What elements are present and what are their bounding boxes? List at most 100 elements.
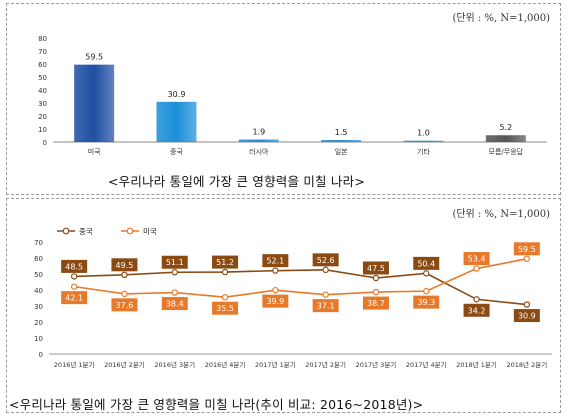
data-label: 38.4 — [166, 300, 184, 309]
data-label: 35.5 — [216, 304, 234, 313]
data-point — [322, 266, 329, 274]
data-label-box — [513, 309, 540, 323]
data-point — [221, 293, 229, 301]
data-label-box — [61, 291, 88, 305]
data-label-box — [111, 298, 138, 312]
bar-value-label: 1.9 — [252, 128, 265, 137]
data-point — [70, 283, 78, 290]
data-label: 51.2 — [216, 258, 234, 267]
data-label-box — [312, 299, 339, 313]
bar-0 — [74, 64, 115, 142]
x-tick-label: 2017년 2분기 — [305, 360, 346, 369]
data-label: 42.1 — [65, 294, 83, 303]
data-label: 47.5 — [367, 264, 385, 273]
x-tick-label: 기타 — [417, 147, 430, 156]
data-label-box — [161, 255, 188, 269]
y-tick-label: 70 — [38, 48, 47, 56]
line-chart-caption: <우리나라 통일에 가장 큰 영향력을 미칠 나라(추이 비교: 2016~20… — [9, 397, 424, 412]
x-tick-label: 중국 — [170, 148, 183, 156]
data-point — [423, 270, 430, 277]
data-label: 37.1 — [317, 302, 335, 311]
data-label: 52.6 — [317, 256, 335, 265]
bar-chart-panel: (단위 : %, N=1,000) 0 10 20 30 40 50 60 70 80 59.5 미… — [6, 3, 561, 195]
data-label: 39.9 — [266, 297, 284, 306]
data-point — [473, 265, 480, 272]
data-point — [221, 268, 229, 276]
data-label-box — [262, 254, 289, 268]
line-chart-unit-note: (단위 : %, N=1,000) — [452, 209, 550, 220]
data-label: 51.1 — [166, 258, 184, 267]
data-label-box — [111, 258, 138, 272]
y-tick-label: 30 — [38, 100, 47, 108]
bar-chart: 0 10 20 30 40 50 60 70 80 59.5 미국 30.9 중국 1.9 러시아 1.5 일본… — [38, 35, 547, 156]
data-label: 30.9 — [518, 312, 536, 321]
y-tick-label: 0 — [39, 351, 43, 359]
data-point — [171, 289, 178, 296]
legend-marker — [62, 227, 70, 235]
data-label: 39.3 — [417, 298, 435, 307]
bar-value-label: 59.5 — [85, 53, 103, 62]
bar-value-label: 5.2 — [499, 123, 512, 132]
data-point — [473, 296, 480, 303]
x-tick-label: 미국 — [88, 147, 101, 156]
y-tick-label: 50 — [38, 74, 47, 82]
data-label-box — [413, 295, 440, 309]
x-tick-label: 러시아 — [249, 147, 269, 156]
y-tick-label: 10 — [34, 335, 43, 343]
bar-value-label: 1.5 — [335, 128, 348, 137]
data-point — [322, 291, 329, 298]
y-tick-label: 60 — [34, 255, 43, 263]
data-label-box — [362, 296, 389, 310]
data-point — [121, 271, 128, 279]
x-tick-label: 일본 — [335, 147, 348, 156]
data-label: 48.5 — [65, 262, 83, 271]
y-tick-label: 50 — [34, 271, 43, 279]
data-label: 52.1 — [266, 257, 284, 266]
y-tick-label: 70 — [34, 239, 43, 247]
data-label-box — [513, 242, 540, 256]
data-point — [372, 288, 380, 296]
data-label: 53.4 — [468, 255, 486, 264]
y-tick-label: 40 — [34, 287, 43, 295]
data-label: 38.7 — [367, 299, 385, 308]
data-label-box — [212, 301, 239, 315]
x-tick-label: 2016년 4분기 — [205, 360, 246, 369]
y-tick-label: 20 — [38, 113, 47, 121]
data-label-box — [161, 297, 188, 311]
x-tick-label: 2017년 4분기 — [406, 360, 447, 369]
bar-5 — [485, 135, 526, 142]
y-tick-label: 80 — [38, 35, 47, 43]
data-point — [423, 287, 430, 295]
data-point — [372, 274, 380, 282]
series-line-0 — [74, 269, 527, 306]
y-tick-label: 60 — [38, 61, 47, 69]
data-label-box — [262, 294, 289, 308]
bar-3 — [321, 140, 362, 142]
x-tick-label: 2016년 2분기 — [104, 360, 145, 369]
data-point — [121, 290, 128, 298]
data-label-box — [362, 261, 389, 275]
data-label: 49.5 — [116, 261, 134, 270]
y-tick-label: 0 — [43, 139, 47, 147]
legend-entry: 중국 — [79, 227, 93, 236]
line-chart-panel: (단위 : %, N=1,000) 0 10 20 30 40 50 60 70 2016년 1… — [6, 198, 561, 413]
x-tick-label: 2017년 3분기 — [356, 360, 397, 369]
data-label-box — [463, 303, 490, 317]
data-label: 50.4 — [417, 259, 435, 268]
data-point — [523, 255, 531, 263]
data-label: 59.5 — [518, 245, 536, 254]
data-point — [523, 301, 531, 308]
bar-value-label: 1.0 — [417, 129, 430, 138]
data-label: 34.2 — [468, 306, 486, 315]
y-tick-label: 30 — [34, 303, 43, 311]
data-label: 37.6 — [116, 301, 134, 310]
data-point — [70, 273, 78, 280]
x-tick-label: 2017년 1분기 — [255, 360, 296, 369]
data-label-box — [463, 252, 490, 266]
data-point — [272, 267, 279, 274]
line-chart: 0 10 20 30 40 50 60 70 2016년 1분기 2016년 2분기 2016년 3… — [34, 227, 552, 369]
data-point — [272, 286, 279, 294]
bar-chart-unit-note: (단위 : %, N=1,000) — [452, 13, 550, 24]
data-label-box — [61, 259, 88, 273]
series-line-1 — [74, 258, 528, 299]
